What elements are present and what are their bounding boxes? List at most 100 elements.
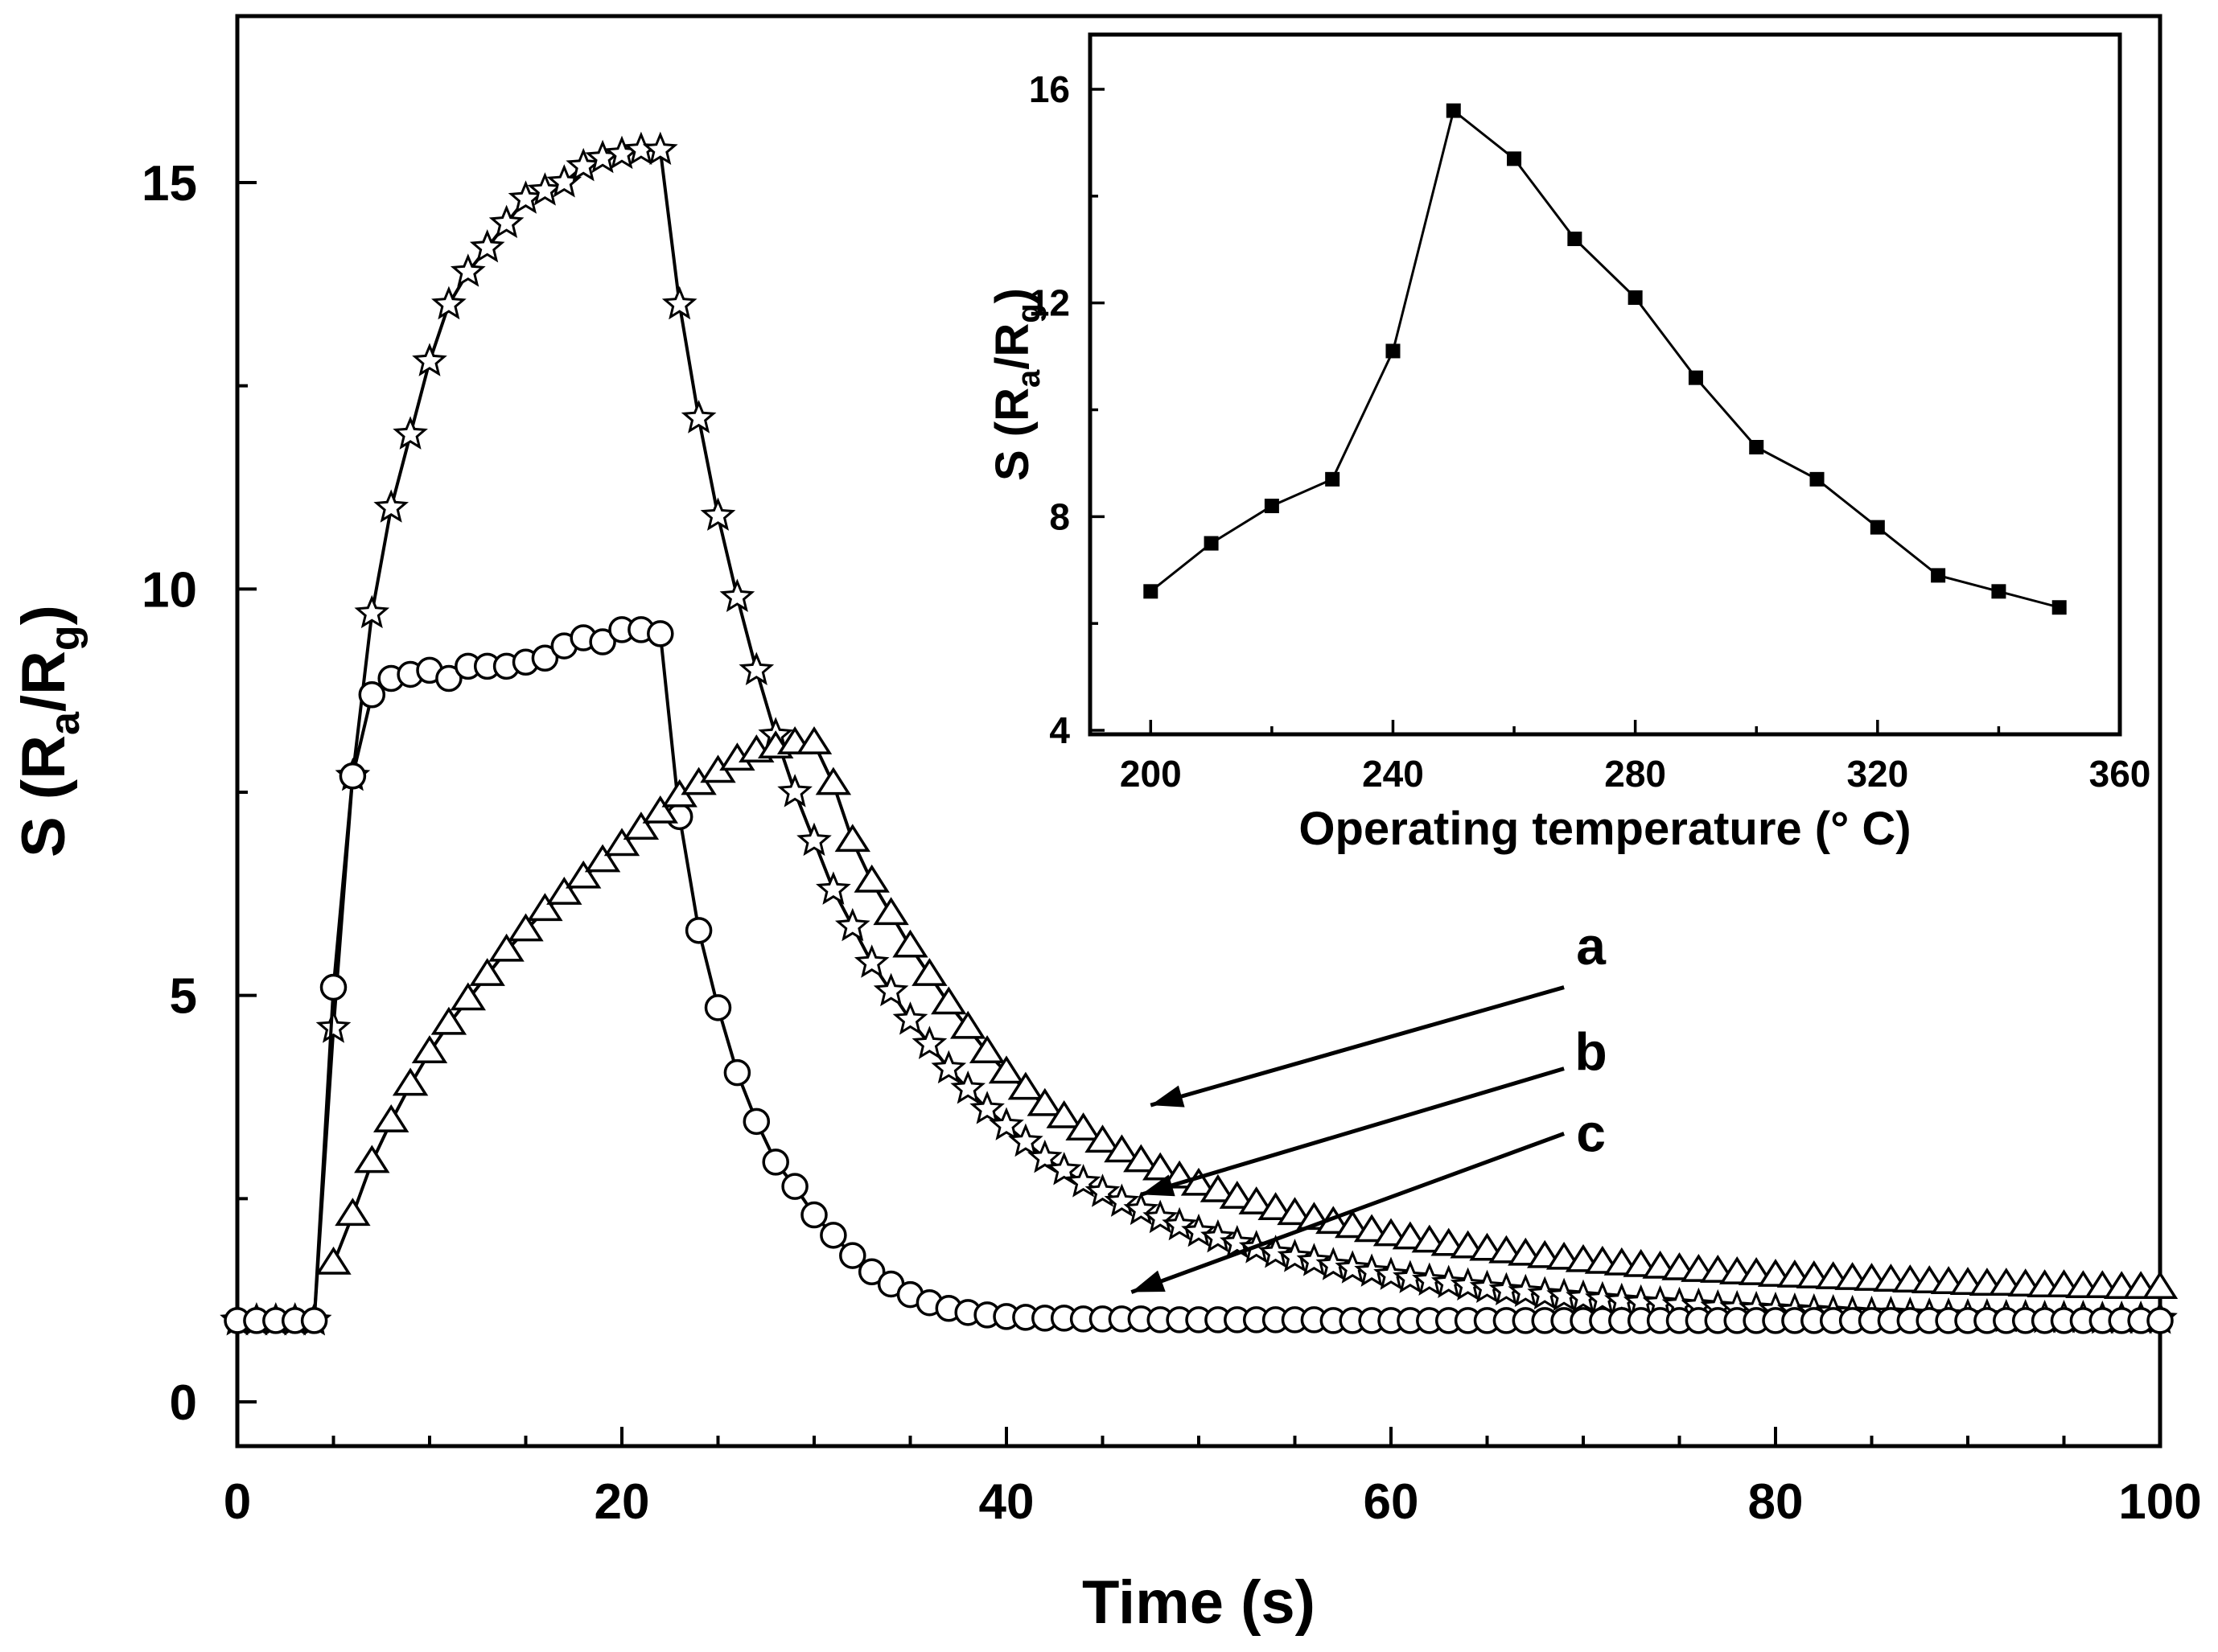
data-point-triangle (1353, 1214, 1390, 1243)
data-point-triangle (950, 1010, 986, 1039)
data-point-circle (339, 762, 367, 790)
data-point-triangle (1257, 1192, 1294, 1221)
data-point-star (1335, 1250, 1371, 1284)
y-tick-label: 10 (142, 562, 197, 618)
data-point-triangle (988, 1055, 1025, 1084)
data-point-circle (319, 973, 348, 1001)
annotation-layer: abc (1130, 916, 1607, 1294)
data-point-circle (358, 680, 386, 709)
data-point-star (854, 944, 890, 978)
data-point-triangle (1200, 1173, 1237, 1202)
data-point-triangle (1180, 1167, 1217, 1196)
data-point-triangle (1142, 1152, 1179, 1181)
data-point-triangle (796, 726, 833, 754)
data-point-triangle (411, 1035, 448, 1063)
inset-data-point (1143, 584, 1158, 599)
inset-series-line (1150, 108, 2060, 609)
data-point-star (393, 416, 428, 450)
data-point-triangle (815, 766, 852, 795)
data-point-circle (762, 1149, 789, 1176)
data-point-circle (685, 917, 713, 944)
data-point-triangle (392, 1067, 429, 1096)
data-point-star (1450, 1267, 1486, 1301)
inset-data-point (1385, 343, 1401, 359)
data-point-circle (704, 994, 732, 1021)
data-point-star (719, 578, 755, 612)
inset-y-axis-title-sub-g: g (1011, 303, 1047, 323)
y-tick-label: 0 (170, 1375, 197, 1431)
data-point-circle (647, 620, 674, 647)
inset-data-point (1507, 151, 1522, 166)
y-axis-title-sub-g: g (42, 625, 88, 651)
annotation-arrow-a (1150, 985, 1565, 1107)
inset-y-tick-label: 4 (1049, 709, 1070, 751)
data-point-triangle (1411, 1224, 1447, 1253)
inset-y-tick-label: 16 (1029, 68, 1070, 110)
data-point-star (739, 651, 775, 685)
annotation-label-a: a (1576, 916, 1607, 976)
data-point-star (777, 774, 813, 808)
data-point-triangle (546, 877, 582, 905)
x-tick-label: 40 (979, 1474, 1035, 1530)
inset-data-point (1264, 499, 1279, 514)
inset-x-tick-label: 320 (1846, 753, 1908, 795)
inset-data-point (2051, 600, 2067, 615)
annotation-b: b (1140, 1021, 1607, 1197)
data-point-star (1488, 1272, 1525, 1306)
data-point-circle (435, 664, 463, 692)
data-point-triangle (1065, 1112, 1101, 1140)
y-axis-title: S (Ra/Rg) (10, 605, 88, 857)
inset-data-point (1325, 471, 1340, 487)
data-point-star (681, 400, 717, 434)
inset-plot-frame (1088, 32, 2122, 737)
inset-data-point (1627, 290, 1643, 306)
data-point-triangle (1046, 1099, 1082, 1128)
data-point-triangle (373, 1104, 409, 1132)
inset-x-tick-label: 280 (1604, 753, 1666, 795)
data-point-star (834, 907, 870, 942)
data-point-star (508, 180, 544, 214)
data-point-star (873, 972, 909, 1007)
data-point-triangle (1488, 1235, 1525, 1264)
data-point-star (1181, 1213, 1216, 1247)
data-point-triangle (1104, 1134, 1140, 1163)
x-tick-label: 100 (2118, 1474, 2201, 1530)
data-point-circle (300, 1307, 328, 1334)
data-point-star (642, 131, 678, 166)
y-tick-label: 5 (170, 969, 197, 1025)
data-point-star (1315, 1247, 1352, 1280)
data-point-star (989, 1107, 1024, 1140)
inset-data-point (1870, 520, 1885, 535)
x-tick-label: 80 (1748, 1474, 1804, 1530)
data-point-star (1354, 1253, 1389, 1287)
data-point-star (1585, 1280, 1620, 1315)
inset-y-tick-label: 8 (1049, 495, 1070, 537)
inset-series (1143, 103, 2067, 615)
inset-x-tick-label: 360 (2089, 753, 2151, 795)
data-point-triangle (354, 1144, 390, 1173)
data-point-star (911, 1025, 948, 1059)
data-point-triangle (1084, 1124, 1121, 1153)
data-point-triangle (873, 897, 909, 926)
inset-plot: 200 240 280 320 360 4 8 12 16 Operating tempera… (986, 32, 2151, 855)
data-point-star (661, 286, 697, 320)
data-point-triangle (1219, 1181, 1255, 1209)
data-point-circle (781, 1173, 809, 1200)
data-point-circle (858, 1258, 886, 1286)
data-point-star (1373, 1256, 1409, 1290)
data-point-triangle (603, 828, 640, 857)
data-point-star (1508, 1273, 1544, 1308)
data-point-triangle (527, 893, 563, 922)
data-point-triangle (488, 933, 525, 962)
data-point-circle (589, 628, 616, 655)
inset-x-tick-label: 240 (1362, 753, 1424, 795)
data-point-triangle (1372, 1218, 1409, 1247)
y-tick-label: 15 (142, 156, 197, 212)
data-point-star (969, 1091, 1005, 1124)
data-point-star (1469, 1269, 1505, 1304)
inset-data-point (1688, 370, 1703, 385)
annotation-a: a (1150, 916, 1607, 1107)
annotation-c: c (1130, 1103, 1606, 1294)
data-point-triangle (335, 1198, 371, 1227)
data-point-circle (723, 1058, 751, 1087)
